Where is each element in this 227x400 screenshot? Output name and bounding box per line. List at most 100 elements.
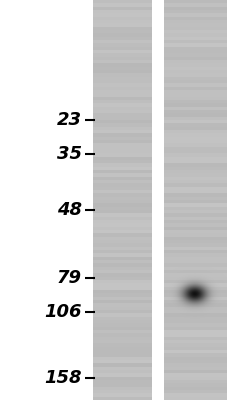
Bar <box>93 86 151 90</box>
Bar <box>93 203 151 207</box>
Bar <box>163 340 227 343</box>
Bar <box>93 206 151 210</box>
Bar <box>163 66 227 70</box>
Bar <box>93 360 151 363</box>
Bar <box>163 296 227 300</box>
Bar <box>93 93 151 97</box>
Bar <box>93 140 151 143</box>
Bar <box>93 246 151 250</box>
Bar <box>163 80 227 83</box>
Bar <box>163 280 227 283</box>
Bar <box>93 363 151 367</box>
Bar <box>163 226 227 230</box>
Bar <box>163 200 227 203</box>
Bar <box>163 320 227 323</box>
Bar <box>163 216 227 220</box>
Bar <box>163 20 227 23</box>
Bar <box>93 180 151 183</box>
Bar <box>163 333 227 337</box>
Bar <box>93 373 151 377</box>
Bar <box>163 196 227 200</box>
Bar <box>163 263 227 267</box>
Bar <box>163 253 227 257</box>
Bar <box>93 3 151 7</box>
Bar <box>163 396 227 400</box>
Bar <box>163 33 227 37</box>
Bar <box>93 130 151 133</box>
Bar <box>163 60 227 63</box>
Bar <box>163 300 227 303</box>
Bar <box>163 103 227 107</box>
Bar <box>93 106 151 110</box>
Bar <box>163 136 227 140</box>
Bar <box>93 383 151 387</box>
Bar <box>93 26 151 30</box>
Bar <box>93 313 151 317</box>
Bar <box>93 310 151 313</box>
Bar <box>93 0 151 400</box>
Bar <box>93 150 151 153</box>
Bar <box>163 366 227 370</box>
Bar <box>163 213 227 217</box>
Bar <box>93 160 151 163</box>
Bar <box>163 183 227 187</box>
Bar <box>163 356 227 360</box>
Bar <box>93 166 151 170</box>
Bar <box>93 276 151 280</box>
Bar <box>93 283 151 287</box>
Bar <box>163 203 227 207</box>
Bar <box>163 363 227 367</box>
Bar <box>93 200 151 203</box>
Bar <box>93 60 151 63</box>
Bar <box>93 320 151 323</box>
Bar <box>93 290 151 293</box>
Bar <box>163 273 227 277</box>
Bar <box>163 150 227 153</box>
Bar <box>163 173 227 177</box>
Bar <box>163 380 227 383</box>
Bar <box>163 140 227 143</box>
Bar <box>93 376 151 380</box>
Bar <box>163 143 227 147</box>
Bar <box>163 313 227 317</box>
Bar <box>163 246 227 250</box>
Bar <box>163 286 227 290</box>
Bar <box>93 120 151 123</box>
Bar <box>93 306 151 310</box>
Bar <box>93 50 151 53</box>
Bar <box>163 93 227 97</box>
Bar <box>163 43 227 47</box>
Bar <box>163 260 227 263</box>
Bar <box>93 6 151 10</box>
Bar <box>93 350 151 353</box>
Bar <box>93 260 151 263</box>
Bar <box>93 256 151 260</box>
Bar <box>163 113 227 117</box>
Bar <box>163 310 227 313</box>
Bar <box>93 326 151 330</box>
Bar <box>93 196 151 200</box>
Bar <box>163 23 227 27</box>
Bar <box>93 136 151 140</box>
Bar <box>163 336 227 340</box>
Bar <box>163 76 227 80</box>
Bar <box>163 370 227 373</box>
Bar <box>163 373 227 377</box>
Bar <box>163 256 227 260</box>
Bar <box>163 306 227 310</box>
Bar <box>93 356 151 360</box>
Bar <box>93 233 151 237</box>
Bar <box>93 0 151 3</box>
Bar <box>163 266 227 270</box>
Bar <box>163 123 227 127</box>
Bar <box>163 73 227 77</box>
Bar <box>163 233 227 237</box>
Bar <box>93 220 151 223</box>
Text: 79: 79 <box>57 269 82 287</box>
Bar <box>93 183 151 187</box>
Bar <box>93 146 151 150</box>
Bar <box>163 163 227 167</box>
Bar <box>163 160 227 163</box>
Bar <box>163 50 227 53</box>
Bar <box>93 186 151 190</box>
